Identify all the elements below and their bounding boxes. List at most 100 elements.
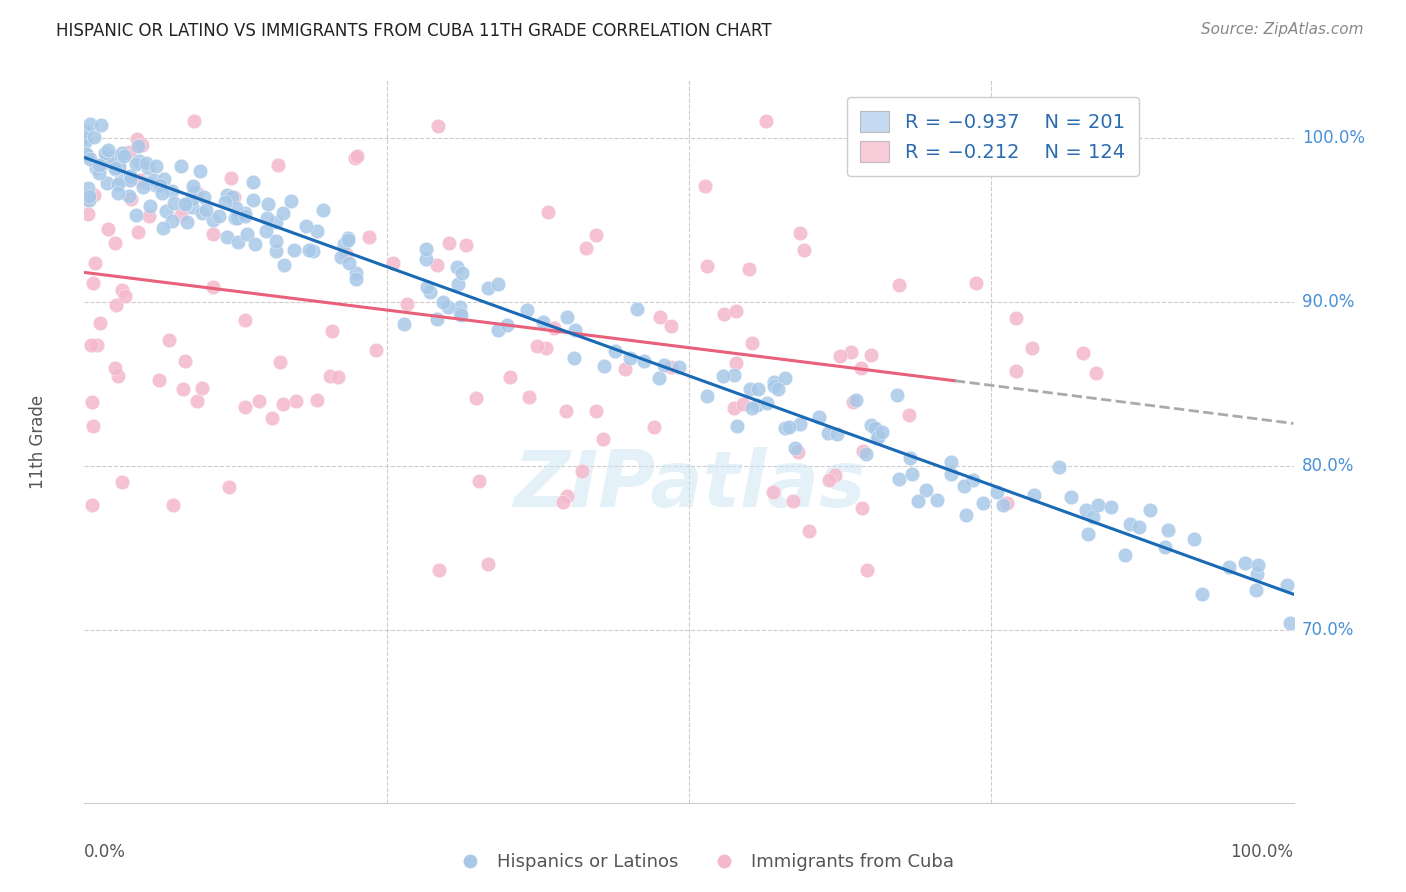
Point <box>142 172 165 186</box>
Point <box>157 333 180 347</box>
Point <box>104 298 127 312</box>
Point <box>87 159 110 173</box>
Point <box>1005 310 1028 325</box>
Point <box>392 317 415 331</box>
Point <box>163 195 186 210</box>
Point <box>696 389 718 403</box>
Point <box>1128 520 1150 534</box>
Point <box>162 498 184 512</box>
Point <box>825 427 848 442</box>
Point <box>183 185 205 199</box>
Point <box>1244 583 1267 598</box>
Point <box>120 192 142 206</box>
Point <box>648 310 671 325</box>
Point <box>851 501 873 516</box>
Point <box>326 370 349 384</box>
Point <box>1119 516 1142 531</box>
Point <box>419 285 441 299</box>
Point <box>695 179 717 194</box>
Point <box>131 138 153 153</box>
Point <box>312 202 335 217</box>
Point <box>267 158 290 172</box>
Point <box>841 344 863 359</box>
Point <box>517 390 540 404</box>
Point <box>93 146 115 161</box>
Point <box>111 146 134 161</box>
Point <box>381 256 404 270</box>
Text: ZIPatlas: ZIPatlas <box>513 447 865 523</box>
Point <box>454 237 477 252</box>
Point <box>79 117 101 131</box>
Point <box>965 276 987 290</box>
Point <box>256 211 278 226</box>
Point <box>564 351 586 365</box>
Point <box>1073 345 1095 359</box>
Point <box>148 373 170 387</box>
Point <box>756 395 779 409</box>
Point <box>416 280 439 294</box>
Point <box>797 524 820 538</box>
Point <box>763 379 786 393</box>
Point <box>1154 540 1177 554</box>
Point <box>855 447 877 461</box>
Point <box>585 227 607 242</box>
Point <box>395 297 418 311</box>
Point <box>269 355 291 369</box>
Point <box>280 194 302 208</box>
Point <box>366 343 388 358</box>
Point <box>125 157 148 171</box>
Point <box>143 178 166 192</box>
Point <box>242 175 264 189</box>
Point <box>619 351 641 365</box>
Point <box>427 120 450 134</box>
Point <box>495 318 517 332</box>
Point <box>132 180 155 194</box>
Point <box>103 151 125 165</box>
Point <box>243 236 266 251</box>
Point <box>357 230 380 244</box>
Point <box>1246 567 1268 582</box>
Point <box>898 451 921 466</box>
Point <box>127 225 149 239</box>
Point <box>1021 341 1043 355</box>
Point <box>242 193 264 207</box>
Text: 80.0%: 80.0% <box>1302 458 1354 475</box>
Point <box>233 206 256 220</box>
Point <box>138 161 160 175</box>
Point <box>208 209 231 223</box>
Point <box>863 420 886 434</box>
Point <box>343 151 366 165</box>
Point <box>146 178 169 192</box>
Point <box>110 173 132 187</box>
Point <box>1074 502 1097 516</box>
Point <box>153 171 176 186</box>
Point <box>603 344 626 359</box>
Point <box>1077 527 1099 541</box>
Point <box>842 395 865 409</box>
Point <box>724 356 747 370</box>
Point <box>1114 548 1136 562</box>
Text: 100.0%: 100.0% <box>1302 128 1365 147</box>
Point <box>97 143 120 157</box>
Point <box>901 467 924 481</box>
Point <box>112 149 135 163</box>
Point <box>336 231 359 245</box>
Point <box>1157 523 1180 537</box>
Point <box>830 349 852 363</box>
Point <box>76 147 98 161</box>
Point <box>886 388 908 402</box>
Point <box>711 369 734 384</box>
Point <box>741 401 763 416</box>
Point <box>221 171 243 186</box>
Point <box>129 173 152 187</box>
Point <box>160 214 183 228</box>
Point <box>486 277 509 291</box>
Point <box>107 177 129 191</box>
Point <box>89 316 111 330</box>
Point <box>344 267 367 281</box>
Point <box>1047 459 1070 474</box>
Point <box>266 244 288 259</box>
Point <box>77 188 100 202</box>
Point <box>446 260 468 275</box>
Point <box>755 114 778 128</box>
